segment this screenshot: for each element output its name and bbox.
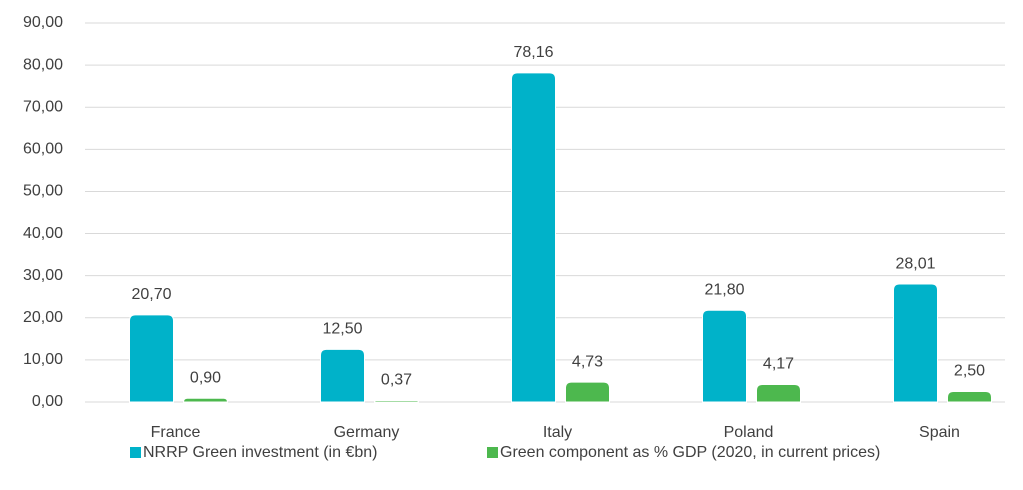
data-label: 21,80 — [704, 281, 744, 298]
y-tick-label: 70,00 — [23, 98, 63, 115]
data-label: 12,50 — [322, 321, 362, 338]
bar — [320, 348, 365, 403]
bar — [373, 399, 420, 403]
data-label: 2,50 — [954, 363, 985, 380]
bar — [756, 383, 801, 403]
y-tick-label: 60,00 — [23, 141, 63, 158]
bar — [511, 72, 556, 403]
bar — [129, 314, 174, 403]
y-tick-label: 10,00 — [23, 351, 63, 368]
legend-swatch — [487, 447, 498, 458]
data-label: 4,17 — [763, 356, 794, 373]
y-tick-label: 50,00 — [23, 183, 63, 200]
bar — [893, 283, 938, 403]
bar — [702, 309, 747, 403]
data-label: 28,01 — [895, 255, 935, 272]
x-tick-label: Spain — [919, 424, 960, 441]
y-tick-label: 20,00 — [23, 309, 63, 326]
x-tick-label: France — [151, 424, 201, 441]
data-label: 0,90 — [190, 369, 221, 386]
y-tick-label: 90,00 — [23, 14, 63, 31]
data-label: 0,37 — [381, 372, 412, 389]
y-tick-label: 80,00 — [23, 56, 63, 73]
x-tick-label: Poland — [724, 424, 774, 441]
y-tick-label: 0,00 — [32, 393, 63, 410]
legend-label: NRRP Green investment (in €bn) — [143, 444, 377, 461]
data-label: 78,16 — [513, 44, 553, 61]
bar — [182, 397, 229, 403]
data-label: 20,70 — [131, 286, 171, 303]
y-tick-label: 40,00 — [23, 225, 63, 242]
bar — [565, 381, 610, 403]
x-tick-label: Germany — [334, 424, 400, 441]
legend-swatch — [130, 447, 141, 458]
bar — [947, 390, 992, 403]
y-tick-label: 30,00 — [23, 267, 63, 284]
legend-label: Green component as % GDP (2020, in curre… — [500, 444, 880, 461]
x-tick-label: Italy — [543, 424, 572, 441]
data-label: 4,73 — [572, 353, 603, 370]
